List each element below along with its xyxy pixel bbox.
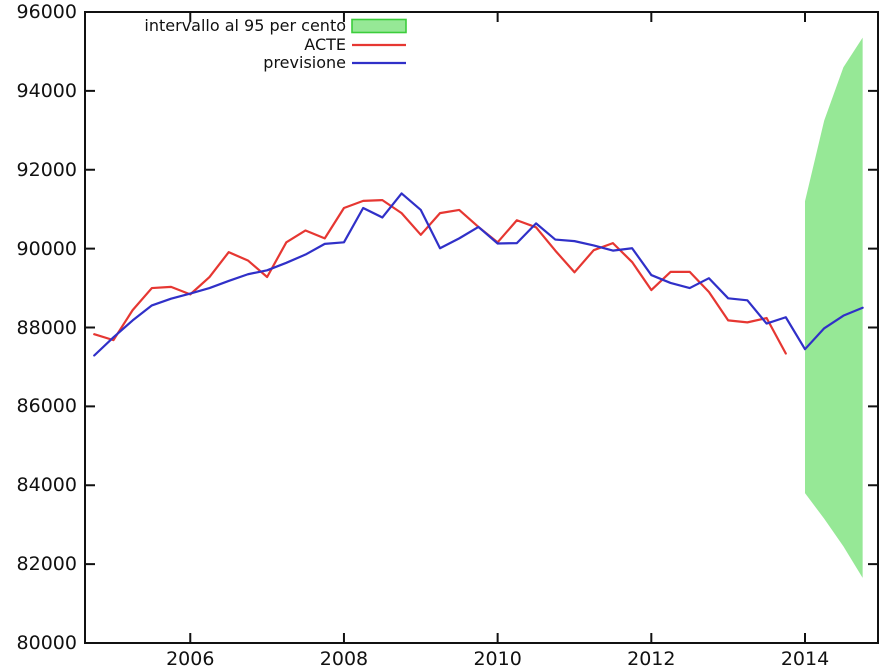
series-line-previsione [93,192,864,357]
legend-label-acte: ACTE [304,35,346,54]
plot-frame [84,11,879,644]
x-tick-label: 2006 [166,648,215,670]
x-tick-label: 2014 [780,648,830,670]
y-tick-label: 92000 [16,158,77,181]
legend-swatch-band [351,18,407,34]
y-tick-label: 94000 [16,79,77,102]
confidence-band [805,37,863,578]
x-tick-label: 2008 [319,648,369,670]
legend-label-previsione: previsione [263,53,346,72]
y-tick-label: 82000 [16,553,77,576]
y-tick-label: 88000 [16,316,77,339]
legend-label-confidence-interval: intervallo al 95 per cento [144,16,346,35]
x-tick-label: 2012 [627,648,676,670]
y-tick-label: 86000 [16,395,77,418]
y-tick-label: 96000 [16,1,77,23]
x-tick-label: 2010 [473,648,522,670]
series-line-acte [93,199,787,355]
y-tick-label: 80000 [16,632,77,654]
y-tick-label: 84000 [16,474,77,497]
y-tick-label: 90000 [16,237,77,260]
